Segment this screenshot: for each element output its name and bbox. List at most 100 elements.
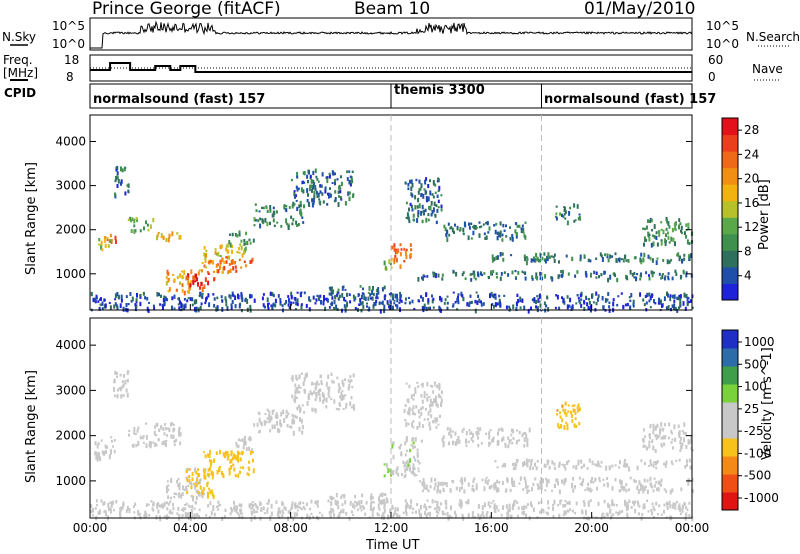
power-cell (420, 193, 423, 198)
velocity-cell (636, 500, 639, 503)
velocity-cell (414, 437, 417, 442)
velocity-cell (413, 393, 415, 397)
velocity-cell (381, 512, 384, 518)
velocity-cell (638, 480, 641, 485)
velocity-cell (291, 419, 294, 425)
velocity-cell (396, 513, 399, 519)
velocity-cell (416, 448, 419, 451)
power-cell (495, 222, 498, 226)
power-cell (393, 247, 396, 252)
velocity-cell (468, 429, 471, 432)
power-cell (124, 191, 127, 196)
power-cell (173, 278, 176, 282)
velocity-cell (600, 460, 603, 464)
velocity-cell (262, 506, 265, 511)
velocity-cell (515, 439, 518, 445)
velocity-cell (525, 513, 528, 518)
velocity-cell (649, 482, 652, 486)
velocity-cell (526, 464, 529, 468)
velocity-cell (497, 442, 500, 446)
velocity-cell (632, 500, 635, 505)
time-xtick-label: 08:00 (273, 521, 308, 535)
velocity-cell (240, 503, 243, 508)
velocity-cell (653, 461, 656, 464)
velocity-cell (582, 500, 585, 503)
velocity-cell (212, 505, 215, 509)
velocity-cell (629, 476, 632, 480)
velocity-cell (182, 485, 185, 491)
power-cell (673, 305, 675, 311)
velocity-cell (471, 511, 474, 515)
power-cell (493, 257, 496, 262)
power-cell (473, 273, 476, 276)
velocity-cell (418, 415, 421, 419)
power-cell (230, 260, 233, 265)
power-cell (308, 187, 311, 192)
velocity-cell (649, 459, 652, 464)
velocity-cell (405, 502, 408, 505)
power-cell (561, 296, 563, 299)
velocity-cell (370, 500, 373, 504)
velocity-cell (596, 486, 598, 491)
power-cell (499, 230, 502, 234)
velocity-cell (624, 501, 626, 506)
velocity-cell (669, 489, 672, 495)
velocity-cell (661, 428, 664, 432)
power-cell (340, 181, 343, 187)
velocity-cell (163, 515, 166, 519)
velocity-cell (187, 512, 190, 517)
velocity-cell (405, 421, 408, 424)
power-cell (104, 243, 107, 248)
velocity-colorbar-tick-label: 500 (744, 357, 767, 371)
velocity-cell (430, 414, 433, 418)
power-cell (532, 298, 534, 301)
power-cell (409, 252, 412, 258)
velocity-cell (206, 491, 209, 496)
power-cell (187, 277, 190, 281)
power-cell (569, 297, 572, 303)
velocity-cell (99, 456, 102, 462)
velocity-cell (426, 396, 429, 402)
velocity-cell (295, 505, 298, 509)
power-cell (539, 271, 542, 276)
velocity-cell (167, 484, 170, 487)
velocity-cell (623, 486, 626, 489)
velocity-cell (683, 501, 686, 507)
power-cell (259, 217, 262, 221)
power-cell (266, 209, 269, 213)
velocity-cell (151, 507, 154, 511)
velocity-cell (411, 511, 414, 514)
velocity-cell (464, 438, 467, 443)
velocity-cell (154, 425, 156, 429)
power-cell (520, 227, 523, 230)
velocity-cell (462, 427, 465, 431)
power-cell (555, 216, 558, 221)
power-cell (495, 255, 498, 261)
velocity-cell (349, 401, 352, 406)
power-cell (136, 293, 138, 298)
velocity-cell (643, 503, 646, 508)
power-cell (160, 236, 163, 239)
velocity-cell (405, 449, 408, 453)
power-cell (383, 298, 386, 301)
velocity-cell (571, 483, 573, 488)
velocity-cell (128, 508, 131, 511)
velocity-cell (244, 435, 247, 439)
velocity-cell (270, 503, 273, 509)
velocity-cell (557, 481, 559, 486)
power-cell (310, 184, 313, 188)
velocity-cell (452, 440, 455, 446)
power-cell (330, 292, 333, 296)
velocity-cell (145, 503, 148, 507)
velocity-cell (625, 504, 628, 507)
velocity-cell (441, 481, 444, 487)
velocity-cell (433, 381, 436, 384)
velocity-cell (137, 511, 140, 516)
power-cell (653, 271, 655, 274)
velocity-cell (559, 415, 562, 419)
power-cell (683, 292, 686, 298)
velocity-cell (188, 481, 191, 485)
power-cell (512, 304, 515, 309)
velocity-cell (683, 437, 685, 443)
velocity-cell (553, 484, 556, 488)
